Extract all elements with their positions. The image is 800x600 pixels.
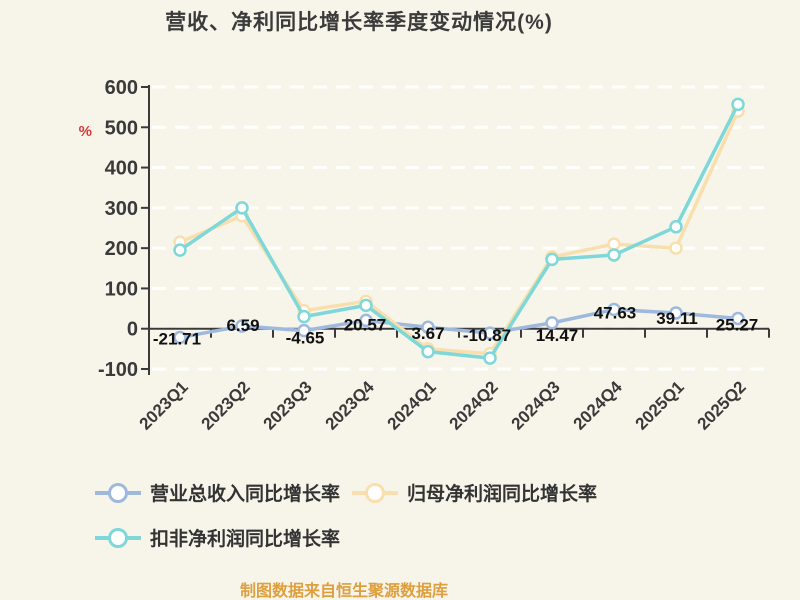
x-tick-label: 2024Q3 (508, 377, 564, 433)
x-tick-label: 2024Q2 (446, 377, 502, 433)
data-label: 25.27 (716, 316, 759, 335)
series-line-0 (178, 307, 740, 340)
data-point[interactable] (545, 316, 559, 330)
data-point[interactable] (173, 330, 187, 345)
data-point[interactable] (483, 351, 497, 365)
x-axis: 2023Q1 2023Q2 2023Q3 2023Q4 2024Q1 2024Q2 2024… (136, 327, 770, 434)
x-tick-label: 2023Q1 (136, 377, 192, 433)
data-label: 39.11 (656, 309, 698, 328)
y-axis: 600 500 400 300 200 100 0 -100% (79, 77, 150, 381)
legend-marker-icon (352, 482, 398, 503)
data-point[interactable] (731, 311, 745, 326)
series-line-1 (178, 109, 740, 356)
x-tick-label: 2023Q4 (322, 377, 379, 434)
data-point[interactable] (545, 252, 559, 267)
data-point[interactable] (235, 319, 249, 333)
x-tick-label: 2024Q4 (570, 377, 627, 434)
data-point[interactable] (359, 313, 373, 328)
data-point[interactable] (607, 248, 621, 262)
series-line-2 (178, 102, 740, 360)
y-axis-unit-label: % (79, 123, 92, 140)
data-label: -4.65 (286, 329, 325, 348)
legend-marker-icon (95, 527, 141, 548)
data-label: 6.59 (226, 316, 259, 335)
chart-title: 营收、净利同比增长率季度变动情况(%) (165, 11, 553, 34)
data-point[interactable] (173, 243, 187, 257)
y-tick-label: 600 (105, 77, 138, 99)
legend-item-2[interactable]: 扣非净利润同比增长率 (95, 524, 340, 551)
data-label: -21.71 (153, 329, 201, 348)
data-point[interactable] (359, 298, 373, 313)
chart-caption: 制图数据来自恒生聚源数据库 (239, 583, 449, 600)
x-tick-label: 2025Q2 (694, 377, 750, 433)
legend-label: 营业总收入同比增长率 (150, 484, 341, 505)
y-tick-label: -100 (98, 359, 138, 381)
legend-label: 扣非净利润同比增长率 (150, 529, 341, 550)
y-tick-label: 100 (105, 278, 138, 300)
data-point[interactable] (669, 220, 683, 234)
data-label: 3.67 (411, 324, 444, 343)
y-tick-label: 400 (105, 158, 138, 180)
y-tick-label: 500 (105, 117, 138, 139)
x-tick-label: 2025Q1 (632, 377, 688, 433)
data-point[interactable] (669, 241, 683, 255)
x-tick-label: 2023Q3 (260, 377, 316, 433)
legend-marker-icon (95, 482, 141, 503)
data-label: 20.57 (344, 315, 387, 334)
data-point[interactable] (607, 237, 621, 251)
series-2 (173, 97, 745, 365)
data-point[interactable] (421, 344, 435, 359)
data-label: 14.47 (536, 326, 579, 345)
y-tick-label: 300 (105, 198, 138, 220)
legend-item-0[interactable]: 营业总收入同比增长率 (95, 479, 340, 506)
data-point[interactable] (669, 306, 683, 320)
data-label: -10.87 (463, 326, 511, 345)
series-0 (173, 302, 745, 345)
data-point[interactable] (235, 201, 249, 215)
y-tick-label: 200 (105, 238, 138, 260)
data-point[interactable] (607, 302, 621, 317)
data-point[interactable] (297, 309, 311, 324)
data-labels: -21.71 6.59 -4.65 20.57 3.67 -10.87 14.47 47.63… (153, 304, 758, 349)
data-point[interactable] (483, 326, 497, 340)
data-point[interactable] (297, 323, 311, 338)
y-tick-label: 0 (127, 319, 138, 341)
data-label: 47.63 (594, 304, 637, 323)
x-tick-label: 2023Q2 (198, 377, 254, 433)
legend-item-1[interactable]: 归母净利润同比增长率 (352, 479, 597, 506)
legend-label: 归母净利润同比增长率 (407, 484, 598, 505)
data-point[interactable] (731, 97, 745, 112)
x-tick-label: 2024Q1 (384, 377, 440, 433)
data-point[interactable] (421, 320, 435, 334)
